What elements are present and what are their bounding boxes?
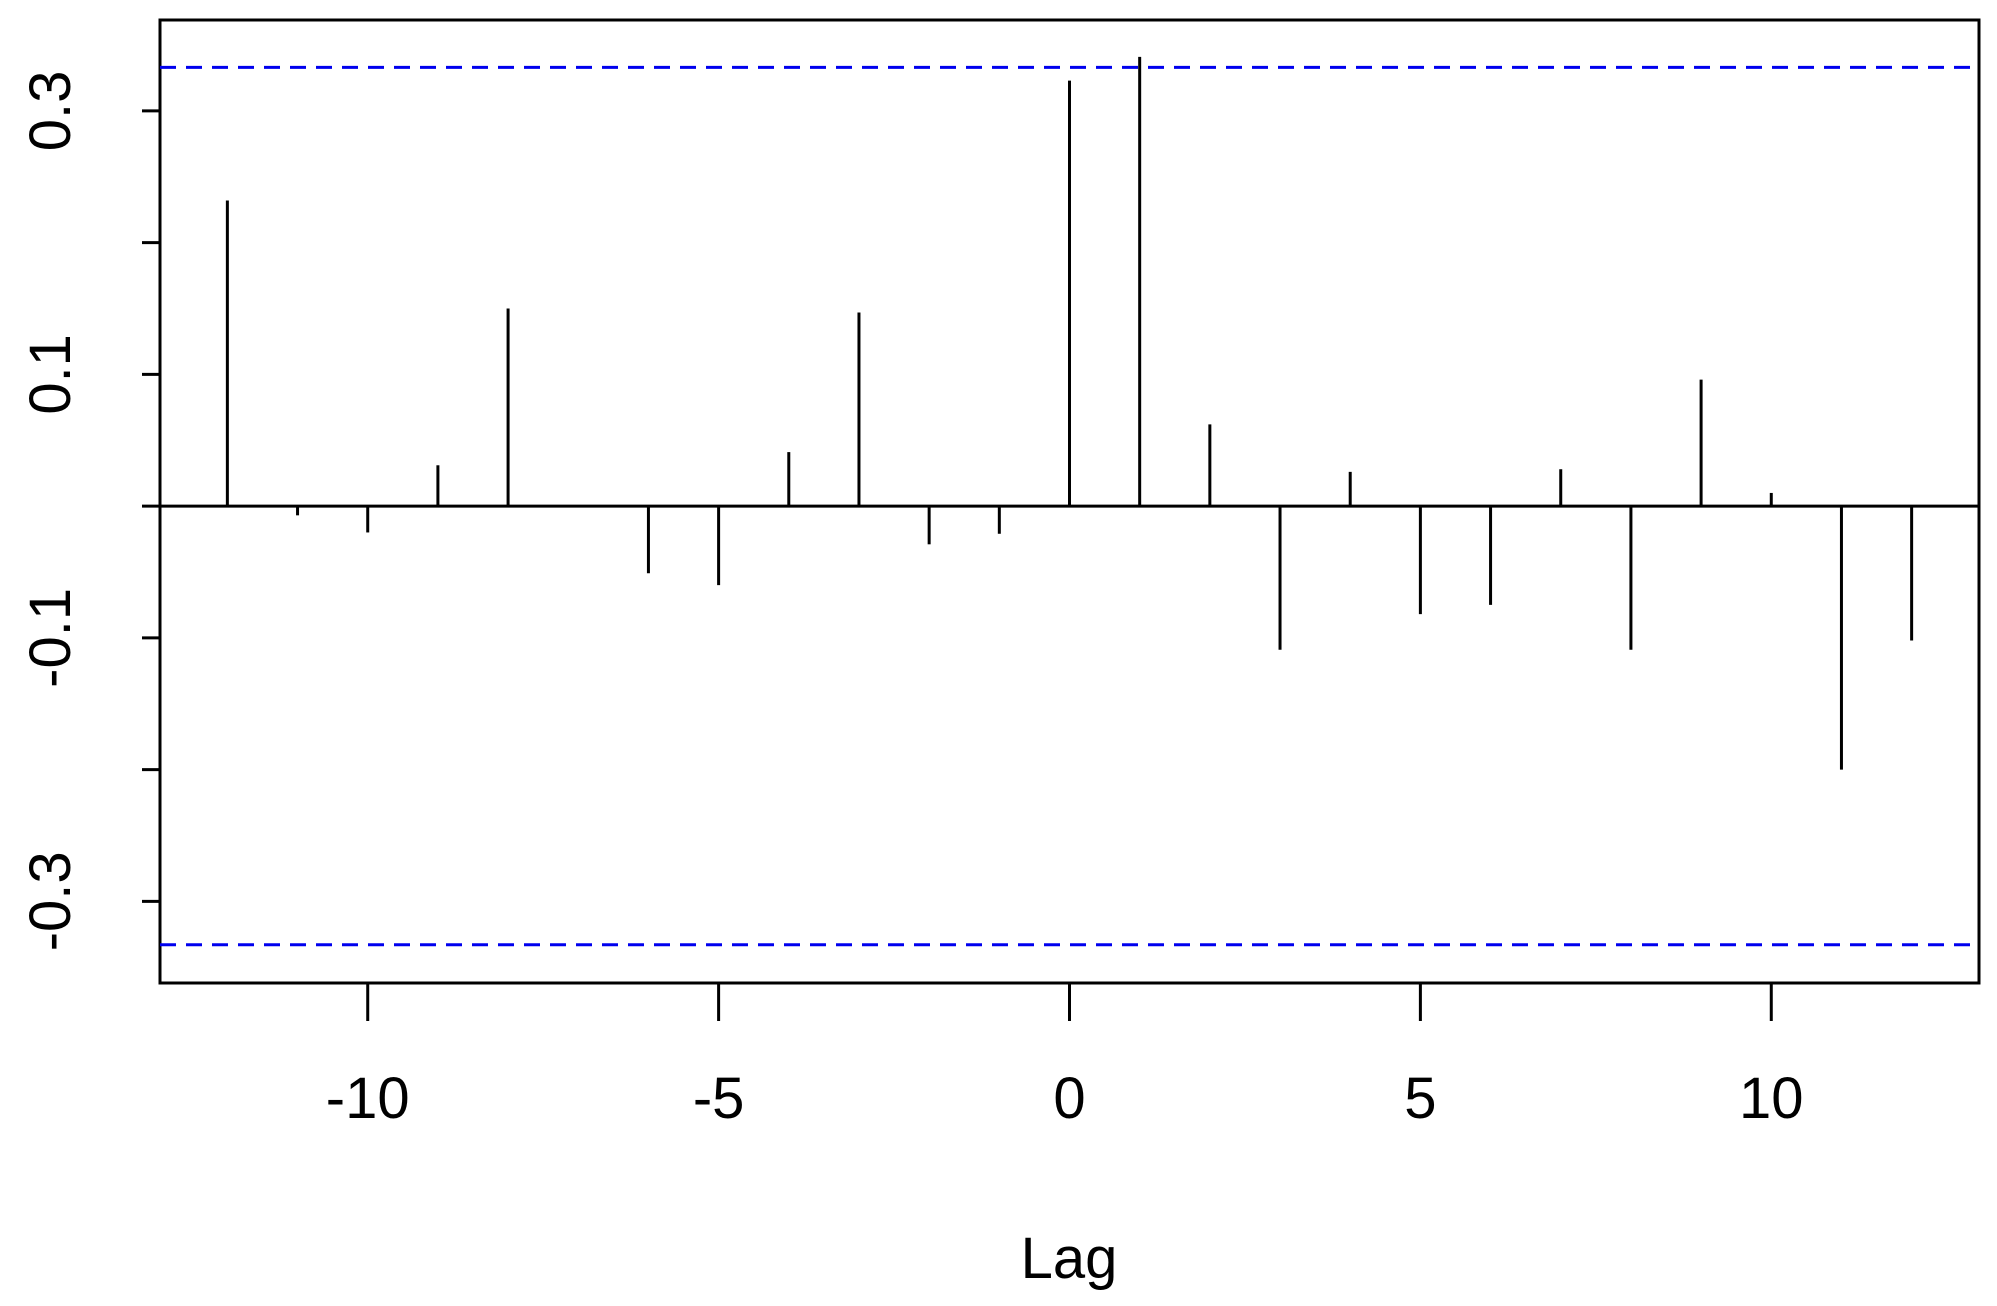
x-tick-label: 5 (1404, 1066, 1436, 1131)
y-tick-label: -0.3 (18, 851, 83, 951)
x-tick-label: -10 (326, 1066, 410, 1131)
x-tick-label: -5 (693, 1066, 745, 1131)
x-tick-label: 0 (1053, 1066, 1085, 1131)
x-tick-label: 10 (1739, 1066, 1804, 1131)
y-tick-label: 0.3 (18, 71, 83, 152)
y-tick-label: 0.1 (18, 334, 83, 415)
y-tick-label: -0.1 (18, 588, 83, 688)
x-axis-label: Lag (1021, 1226, 1118, 1291)
